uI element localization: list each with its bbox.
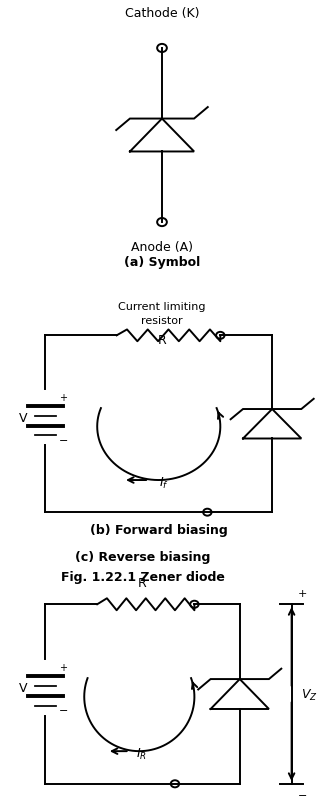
Text: +: + — [298, 589, 307, 599]
Text: resistor: resistor — [141, 315, 183, 325]
Text: R: R — [138, 577, 147, 590]
Text: Current limiting: Current limiting — [118, 302, 206, 311]
Text: +: + — [59, 393, 67, 402]
Text: R: R — [157, 333, 167, 346]
Text: Cathode (K): Cathode (K) — [125, 7, 199, 20]
Text: −: − — [59, 706, 68, 715]
Text: V: V — [18, 681, 27, 694]
Text: Fig. 1.22.1 Zener diode: Fig. 1.22.1 Zener diode — [61, 570, 225, 583]
Text: (c) Reverse biasing: (c) Reverse biasing — [75, 551, 210, 564]
Text: +: + — [59, 662, 67, 672]
Text: $I_R$: $I_R$ — [136, 746, 147, 762]
Text: $V_Z$: $V_Z$ — [301, 687, 318, 702]
Text: V: V — [18, 411, 27, 424]
Text: $I_f$: $I_f$ — [159, 475, 168, 491]
Text: −: − — [59, 436, 68, 445]
Text: −: − — [298, 790, 307, 800]
Text: Anode (A): Anode (A) — [131, 241, 193, 254]
Text: (a) Symbol: (a) Symbol — [124, 256, 200, 269]
Text: (b) Forward biasing: (b) Forward biasing — [90, 524, 228, 537]
